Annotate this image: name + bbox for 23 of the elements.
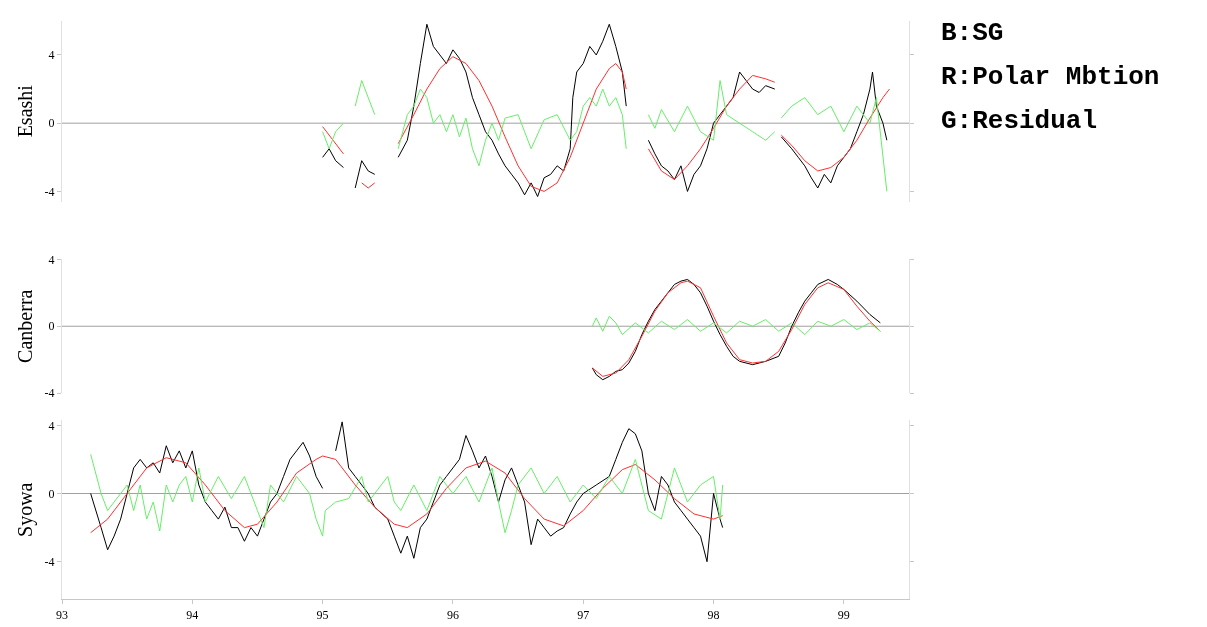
y-tick-label: -4 — [44, 554, 55, 569]
y-tick-label: 4 — [48, 48, 55, 63]
y-tick-label: 4 — [48, 418, 55, 433]
y-axis-title: Esashi — [14, 84, 37, 138]
y-tick-label: 0 — [48, 486, 55, 501]
x-tick-label: 99 — [837, 607, 850, 622]
y-axis-title: Canberra — [14, 289, 37, 363]
line-series — [591, 315, 881, 336]
x-tick-label: 93 — [56, 607, 68, 622]
y-tick-label: 0 — [48, 116, 55, 131]
x-tick-label: 97 — [577, 607, 590, 622]
y-tick-label: -4 — [44, 184, 55, 199]
text: R:Polar Mbtion — [941, 62, 1160, 92]
y-axis-title: Syowa — [14, 482, 38, 537]
x-tick-label: 96 — [446, 607, 459, 622]
text: B:SG — [941, 18, 1004, 48]
y-tick-label: 4 — [48, 252, 55, 267]
x-tick-label: 94 — [186, 607, 199, 622]
text: G:Residual — [941, 106, 1098, 136]
y-tick-label: -4 — [44, 386, 55, 401]
y-tick-label: 0 — [48, 319, 55, 334]
x-tick-label: 95 — [316, 607, 329, 622]
x-tick-label: 98 — [707, 607, 720, 622]
